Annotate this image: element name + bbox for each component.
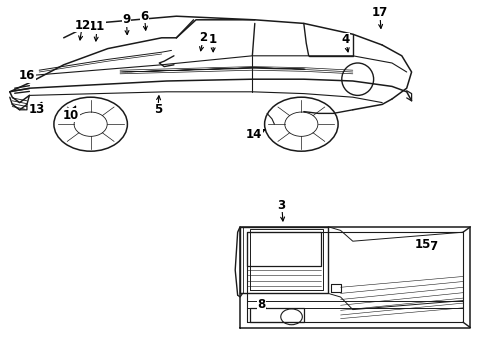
Text: 4: 4 (342, 33, 349, 46)
Text: 7: 7 (430, 240, 438, 253)
Text: 2: 2 (199, 31, 207, 44)
Text: 15: 15 (414, 238, 431, 251)
Text: 10: 10 (63, 109, 79, 122)
Text: 16: 16 (19, 69, 35, 82)
Text: 3: 3 (278, 199, 286, 212)
Text: 13: 13 (28, 103, 45, 116)
Text: 14: 14 (245, 129, 262, 141)
Text: 1: 1 (209, 33, 217, 46)
Text: 12: 12 (74, 19, 91, 32)
Text: 17: 17 (371, 6, 388, 19)
Text: 11: 11 (89, 21, 105, 33)
Text: 5: 5 (154, 103, 162, 116)
Text: 9: 9 (122, 13, 130, 26)
Text: 8: 8 (257, 298, 266, 311)
Text: 6: 6 (141, 10, 148, 23)
